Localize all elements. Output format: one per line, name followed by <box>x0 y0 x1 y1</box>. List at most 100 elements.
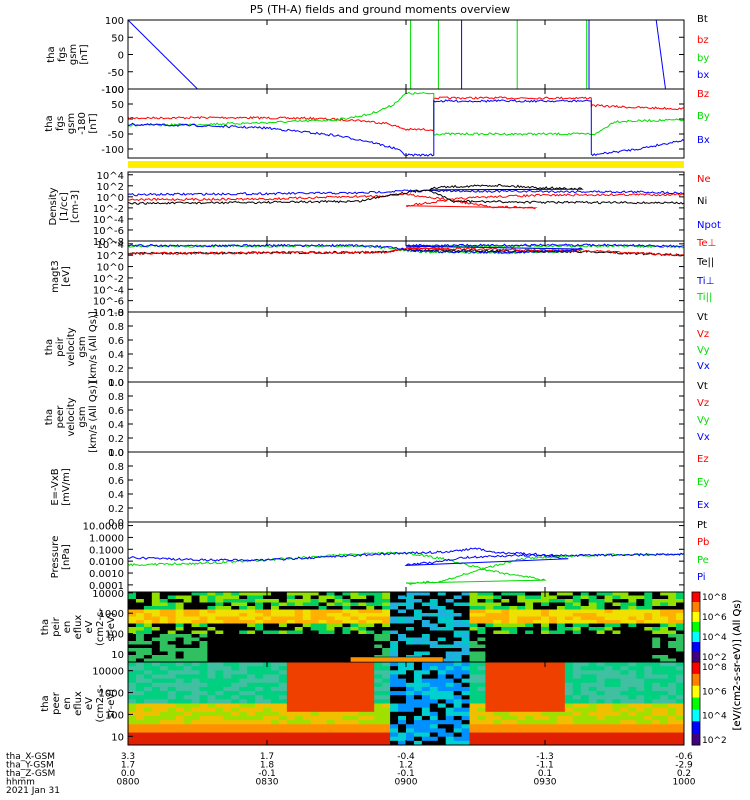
spectrogram-cell <box>445 616 455 621</box>
spectrogram-cell <box>668 658 677 662</box>
spectrogram-cell <box>421 595 431 600</box>
spectrogram-cell <box>652 658 661 662</box>
spectrogram-cell <box>286 648 296 653</box>
spectrogram-cell <box>326 634 336 639</box>
spectrogram-cell <box>485 670 494 676</box>
spectrogram-cell <box>548 613 558 618</box>
spectrogram-cell <box>231 666 240 671</box>
spectrogram-cell <box>556 655 566 660</box>
spectrogram-cell <box>493 728 502 734</box>
spectrogram-cell <box>572 630 582 635</box>
spectrogram-cell <box>128 592 137 597</box>
spectrogram-cell <box>493 678 502 684</box>
y-tick-label: 10^0 <box>97 263 124 274</box>
spectrogram-cell <box>151 592 161 597</box>
spectrogram-cell <box>294 662 304 667</box>
spectrogram-cell <box>588 691 598 696</box>
spectrogram-cell <box>612 699 622 705</box>
spectrogram-cell <box>175 613 185 618</box>
spectrogram-cell <box>453 651 463 656</box>
spectrogram-cell <box>223 707 232 713</box>
spectrogram-cell <box>175 595 185 600</box>
spectrogram-cell <box>652 648 661 653</box>
spectrogram-cell <box>485 707 494 713</box>
spectrogram-cell <box>509 728 518 734</box>
spectrogram-cell <box>231 637 240 642</box>
spectrogram-cell <box>469 648 479 653</box>
y-tick-label: 10000 <box>92 667 124 678</box>
spectrogram-cell <box>135 592 145 597</box>
spectrogram-cell <box>620 658 629 662</box>
spectrogram-cell <box>493 623 502 628</box>
spectrogram-cell <box>191 630 201 635</box>
spectrogram-cell <box>477 620 487 625</box>
spectrogram-cell <box>302 724 312 729</box>
spectrogram-cell <box>302 637 312 642</box>
spectrogram-cell <box>485 602 494 607</box>
spectrogram-cell <box>548 623 558 628</box>
spectrogram-cell <box>620 634 629 639</box>
spectrogram-cell <box>652 602 661 607</box>
spectrogram-cell <box>437 630 447 635</box>
x-tick-value: 1.7 <box>121 761 135 771</box>
spectrogram-cell <box>668 695 677 700</box>
spectrogram-cell <box>429 641 439 646</box>
spectrogram-cell <box>167 616 177 621</box>
spectrogram-cell <box>191 606 201 611</box>
spectrogram-cell <box>445 711 455 717</box>
spectrogram-cell <box>477 728 487 734</box>
spectrogram-cell <box>541 695 550 700</box>
spectrogram-cell <box>493 682 502 688</box>
spectrogram-cell <box>533 648 542 653</box>
legend-entry: bz <box>697 35 709 46</box>
spectrogram-cell <box>556 599 566 604</box>
spectrogram-cell <box>437 678 447 684</box>
spectrogram-cell <box>342 627 351 632</box>
spectrogram-cell <box>453 707 463 713</box>
spectrogram-cell <box>358 678 367 684</box>
x-tick-value: -1.3 <box>536 752 554 762</box>
spectrogram-cell <box>302 695 312 700</box>
spectrogram-cell <box>159 620 169 625</box>
spectrogram-cell <box>628 637 637 642</box>
spectrogram-cell <box>533 595 542 600</box>
spectrogram-cell <box>517 599 526 604</box>
spectrogram-cell <box>159 736 169 742</box>
spectrogram-cell <box>334 651 344 656</box>
legend-entry: Ti⊥ <box>696 276 714 287</box>
spectrogram-cell <box>239 740 248 745</box>
spectrogram-cell <box>556 606 566 611</box>
spectrogram-cell <box>596 728 606 734</box>
spectrogram-cell <box>580 620 590 625</box>
spectrogram-cell <box>453 627 463 632</box>
spectrogram-cell <box>517 666 526 671</box>
spectrogram-cell <box>390 711 399 717</box>
spectrogram-cell <box>541 637 550 642</box>
spectrogram-cell <box>461 606 471 611</box>
spectrogram-cell <box>413 695 423 700</box>
spectrogram-cell <box>286 695 296 700</box>
spectrogram-cell <box>556 691 566 696</box>
spectrogram-cell <box>453 711 463 717</box>
spectrogram-cell <box>366 606 375 611</box>
spectrogram-cell <box>533 728 542 734</box>
spectrogram-cell <box>525 740 534 745</box>
spectrogram-cell <box>437 691 447 696</box>
legend-entry: Vx <box>697 361 710 372</box>
spectrogram-cell <box>421 627 431 632</box>
spectrogram-cell <box>247 648 256 653</box>
legend-entry: Bx <box>697 135 710 146</box>
colorbar-segment <box>692 685 700 699</box>
spectrogram-cell <box>183 648 193 653</box>
spectrogram-cell <box>509 609 518 614</box>
spectrogram-cell <box>128 630 137 635</box>
spectrogram-cell <box>644 740 653 745</box>
spectrogram-cell <box>191 736 201 742</box>
spectrogram-cell <box>167 613 177 618</box>
spectrogram-cell <box>668 728 677 734</box>
spectrogram-cell <box>390 670 399 676</box>
spectrogram-cell <box>326 686 336 692</box>
spectrogram-cell <box>128 691 137 696</box>
spectrogram-cell <box>191 686 201 692</box>
spectrogram-cell <box>159 655 169 660</box>
